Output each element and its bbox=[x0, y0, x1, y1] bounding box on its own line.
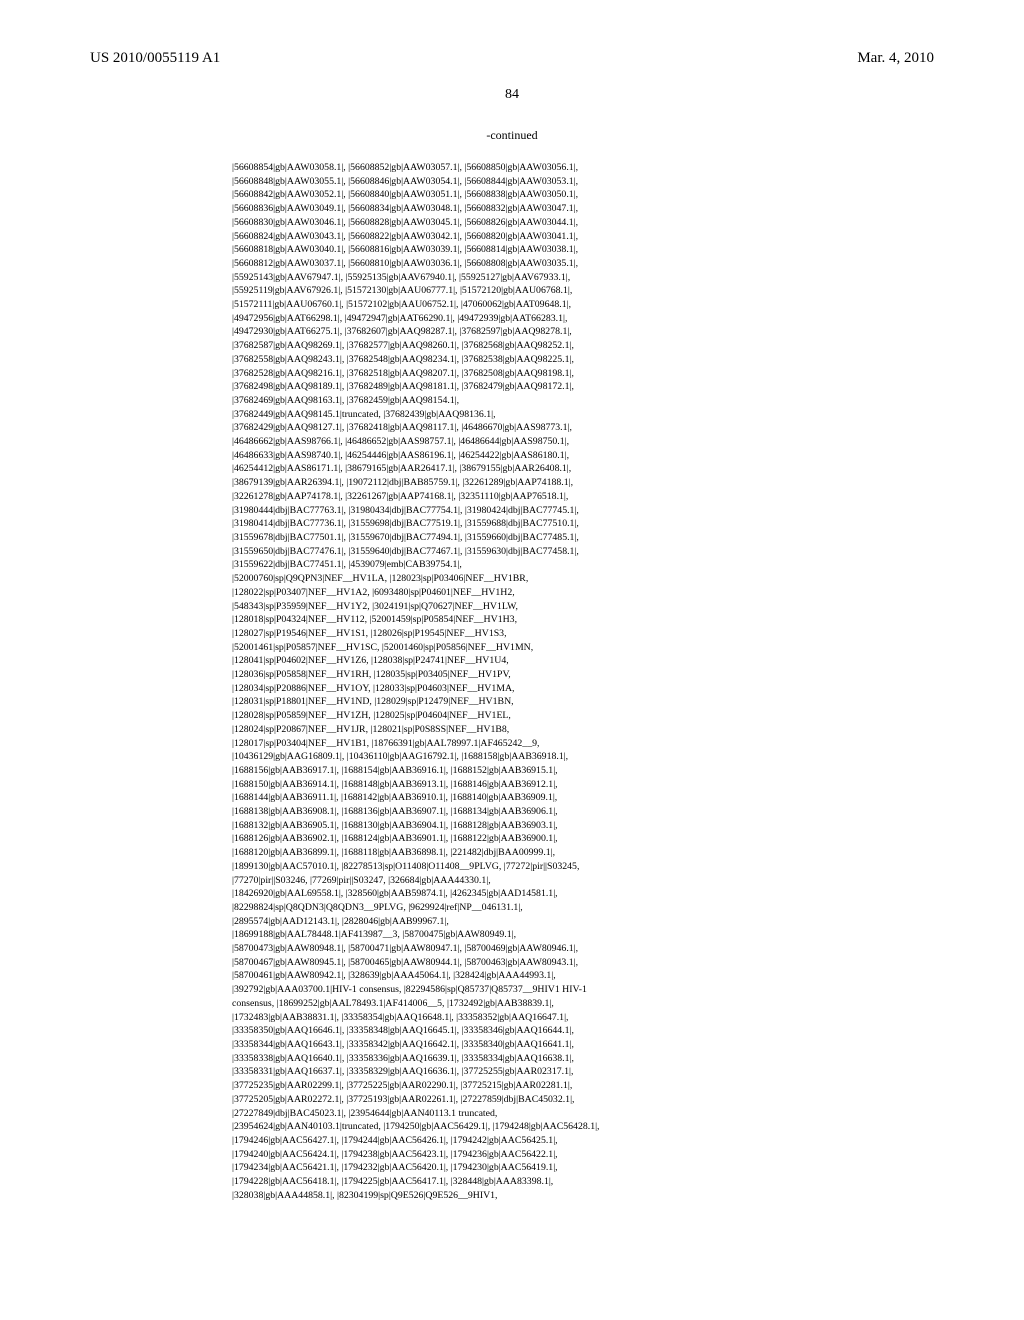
page-container: US 2010/0055119 A1 Mar. 4, 2010 84 -cont… bbox=[0, 0, 1024, 1320]
publication-number: US 2010/0055119 A1 bbox=[90, 50, 512, 67]
page-header: US 2010/0055119 A1 Mar. 4, 2010 bbox=[90, 50, 934, 67]
sequence-listing: |56608854|gb|AAW03058.1|, |56608852|gb|A… bbox=[232, 161, 792, 1202]
continued-label: -continued bbox=[90, 128, 934, 143]
page-number: 84 bbox=[90, 87, 934, 103]
publication-date: Mar. 4, 2010 bbox=[512, 50, 934, 67]
